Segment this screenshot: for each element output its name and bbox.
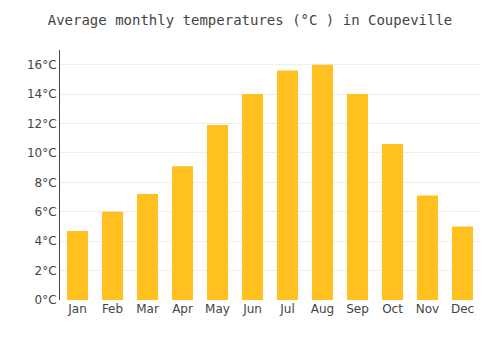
svg-text:Average monthly temperatures (: Average monthly temperatures (°C ) in Co… xyxy=(48,12,453,28)
svg-text:Nov: Nov xyxy=(416,302,439,316)
svg-text:0°C: 0°C xyxy=(35,293,57,307)
svg-text:Jul: Jul xyxy=(279,302,294,316)
svg-text:Oct: Oct xyxy=(382,302,403,316)
svg-text:12°C: 12°C xyxy=(27,117,57,131)
svg-text:Feb: Feb xyxy=(102,302,123,316)
svg-text:14°C: 14°C xyxy=(27,87,57,101)
svg-text:Jun: Jun xyxy=(242,302,262,316)
svg-text:Jan: Jan xyxy=(67,302,87,316)
svg-text:May: May xyxy=(205,302,230,316)
svg-text:2°C: 2°C xyxy=(35,264,57,278)
svg-text:16°C: 16°C xyxy=(27,58,57,72)
svg-text:4°C: 4°C xyxy=(35,234,57,248)
svg-text:Aug: Aug xyxy=(311,302,334,316)
svg-text:10°C: 10°C xyxy=(27,146,57,160)
svg-text:8°C: 8°C xyxy=(35,176,57,190)
svg-text:Apr: Apr xyxy=(172,302,193,316)
svg-text:Dec: Dec xyxy=(451,302,474,316)
svg-text:Mar: Mar xyxy=(136,302,159,316)
svg-text:Sep: Sep xyxy=(346,302,369,316)
svg-text:6°C: 6°C xyxy=(35,205,57,219)
